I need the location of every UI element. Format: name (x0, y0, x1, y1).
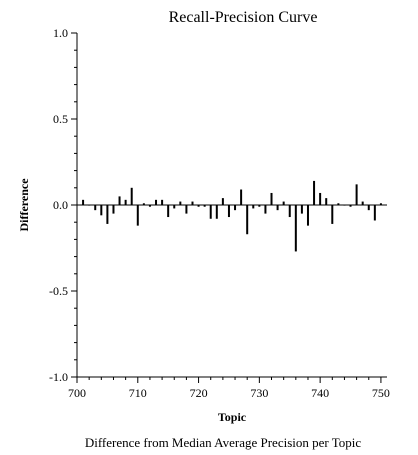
bar-topic-727 (240, 189, 243, 205)
bar-topic-705 (106, 205, 109, 224)
bar-topic-736 (294, 205, 297, 252)
bar-topic-720 (197, 205, 200, 207)
x-tick-label: 720 (190, 386, 208, 400)
bar-topic-721 (203, 205, 206, 207)
bar-topic-702 (88, 205, 91, 206)
bar-topic-740 (319, 192, 322, 205)
bar-topic-739 (313, 180, 316, 205)
x-axis-title: Topic (218, 410, 247, 424)
bar-topic-709 (130, 187, 133, 205)
bar-topic-735 (288, 205, 291, 218)
bar-topic-714 (161, 199, 164, 205)
x-tick-label: 710 (129, 386, 147, 400)
bar-topic-728 (246, 205, 249, 235)
bar-topic-733 (276, 205, 279, 211)
bar-topic-737 (300, 205, 303, 214)
bar-topic-708 (124, 199, 127, 205)
bar-topic-723 (215, 205, 218, 219)
y-axis-title: Difference (17, 178, 31, 232)
x-tick-label: 700 (68, 386, 86, 400)
bar-topic-722 (209, 205, 212, 219)
bar-topic-718 (185, 205, 188, 214)
y-tick-label: 1.0 (53, 26, 68, 40)
bar-topic-729 (252, 205, 255, 209)
bar-topic-732 (270, 192, 273, 205)
bar-topic-710 (136, 205, 139, 226)
bar-topic-713 (155, 199, 158, 205)
bar-topic-706 (112, 205, 115, 214)
bar-topic-749 (373, 205, 376, 221)
bar-topic-707 (118, 196, 121, 205)
bar-topic-747 (361, 201, 364, 205)
bar-topic-712 (148, 205, 151, 207)
bar-topic-748 (367, 205, 370, 211)
bar-topic-701 (82, 199, 85, 205)
bar-topic-726 (234, 205, 237, 211)
bar-topic-738 (306, 205, 309, 226)
y-tick-label: -1.0 (49, 370, 68, 384)
x-tick-label: 730 (250, 386, 268, 400)
chart-caption: Difference from Median Average Precision… (85, 435, 362, 450)
y-tick-label: 0.5 (53, 112, 68, 126)
bar-topic-741 (325, 198, 328, 205)
bar-topic-703 (94, 205, 97, 211)
y-tick-label: 0.0 (53, 198, 68, 212)
x-tick-label: 740 (311, 386, 329, 400)
plot-area: 1.0 0.5 0.0 -0.5 -1.0 700 710 720 730 740 750 (49, 26, 390, 400)
bar-topic-725 (227, 205, 230, 218)
bar-topic-730 (258, 205, 261, 207)
bar-topic-719 (191, 201, 194, 205)
bar-topic-731 (264, 205, 267, 214)
bar-topic-745 (349, 205, 352, 207)
x-tick-label: 750 (372, 386, 390, 400)
chart-title: Recall-Precision Curve (169, 9, 318, 26)
bar-topic-734 (282, 201, 285, 205)
bar-topic-717 (179, 201, 182, 205)
bar-topic-716 (173, 205, 176, 209)
bar-topic-743 (337, 203, 340, 205)
bar-topic-711 (142, 203, 145, 205)
bar-topic-744 (343, 205, 346, 206)
bar-topic-724 (221, 198, 224, 205)
bar-topic-750 (379, 203, 382, 205)
bar-topic-746 (355, 184, 358, 205)
bar-topic-715 (167, 205, 170, 218)
y-tick-label: -0.5 (49, 284, 68, 298)
bar-topic-742 (331, 205, 334, 224)
bar-topic-704 (100, 205, 103, 216)
